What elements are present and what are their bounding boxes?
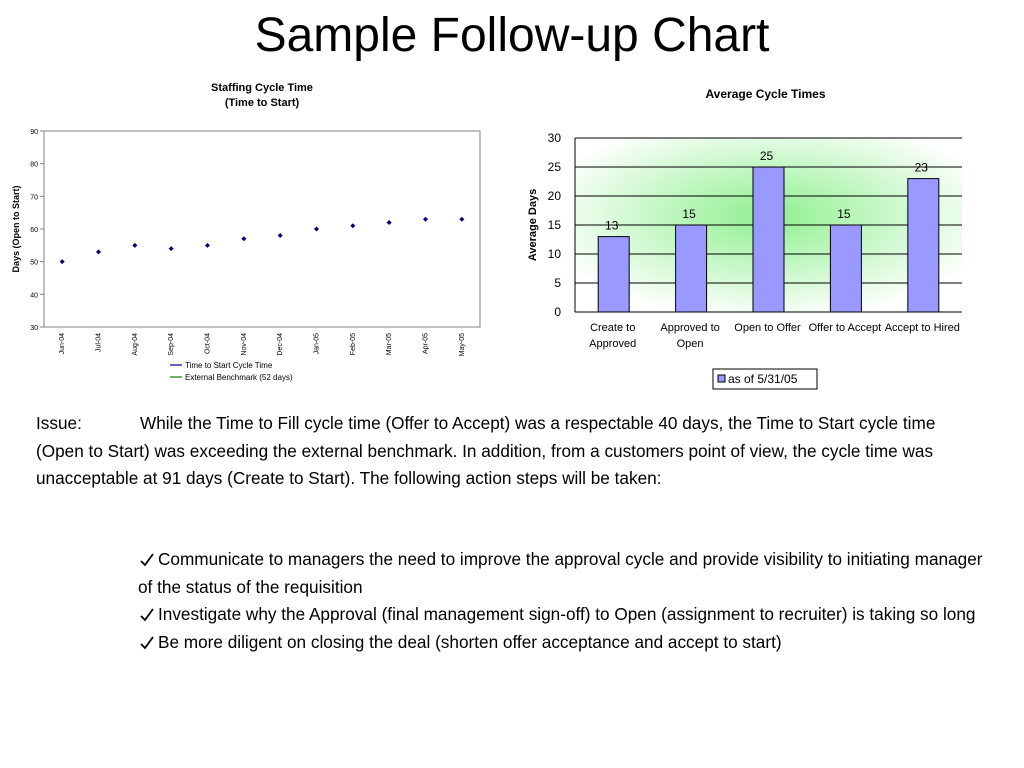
y-tick-label: 20 [548,189,562,203]
x-tick-label-box: Approved to Open [660,322,720,350]
x-tick-label-box: Open to Offer [734,322,801,334]
x-tick-label: Jan-05 [314,333,321,355]
slide-title: Sample Follow-up Chart [254,9,770,62]
data-label: 15 [837,207,851,221]
y-tick-label: 60 [30,227,38,234]
point-marker [386,219,392,225]
data-label: 23 [915,161,929,175]
point-marker [459,216,465,222]
issue-label: Issue: [36,413,82,433]
x-tick-label: Sep-04 [168,333,175,356]
issue-text: While the Time to Fill cycle time (Offer… [36,413,936,488]
action-text: Investigate why the Approval (final mana… [158,604,976,624]
x-tick-label: Create to Approved [589,322,637,350]
y-tick-label: 50 [30,260,38,267]
y-axis-label: Days (Open to Start) [11,185,21,272]
y-tick-label: 40 [30,292,38,299]
x-tick-label: Accept to Hired [884,322,960,334]
bar [907,178,940,313]
bar [829,224,862,313]
legend-box [712,368,818,390]
point-marker [96,249,101,255]
action-text: Be more diligent on closing the deal (sh… [158,631,782,652]
x-tick-label: Offer to Accept [808,322,882,334]
x-tick-label: Feb-05 [350,333,357,355]
chart-title: Staffing Cycle Time [211,82,313,94]
action-text: Communicate to managers the need to impr… [138,549,983,597]
x-tick-label: Approved to Open [660,322,720,350]
legend-label: as of 5/31/05 [728,372,798,386]
x-tick-label-box: Offer to Accept [808,322,882,334]
check-icon [140,553,154,567]
y-tick-label: 15 [548,218,562,232]
check-mark [140,635,154,649]
y-tick-label: 0 [554,305,561,319]
chart-title: Average Cycle Times [705,87,825,101]
check-icon [140,608,154,622]
x-tick-label-box: Create to Approved [589,322,637,350]
point-marker [132,242,138,248]
y-tick-label: 70 [30,194,38,201]
y-tick-label: 30 [30,325,38,332]
bar [752,166,785,313]
data-label: 25 [760,149,774,163]
charts: Staffing Cycle Time (Time to Start) Days (… [11,82,962,390]
point-marker [241,236,247,242]
y-tick-label: 90 [30,129,38,136]
plot-area [43,130,481,328]
x-tick-label: Dec-04 [277,333,284,356]
check-mark [140,553,154,567]
action-item: Be more diligent on closing the deal (sh… [138,629,988,657]
action-list: Communicate to managers the need to impr… [138,546,988,656]
y-tick-label: 80 [30,162,38,169]
x-tick-label: Aug-04 [132,333,139,356]
x-tick-label: Oct-04 [205,333,212,354]
data-label: 13 [605,219,619,233]
x-tick-label-box: Accept to Hired [884,322,960,334]
bar [597,236,630,313]
x-tick-label: May-05 [459,333,466,356]
point-marker [423,216,428,222]
legend-swatch [717,374,726,383]
bar [675,224,708,313]
check-icon [140,635,154,649]
issue-paragraph: Issue: While the Time to Fill cycle time … [36,410,986,493]
point-marker [314,226,319,232]
point-marker [59,259,65,265]
x-tick-label: Apr-05 [423,333,430,354]
action-item: Investigate why the Approval (final mana… [138,601,988,629]
chart-subtitle: (Time to Start) [225,97,300,109]
point-marker [168,246,174,252]
x-tick-label: Jul-04 [96,333,103,352]
legend-label: Time to Start Cycle Time [185,361,273,370]
x-tick-label: Open to Offer [734,322,801,334]
check-mark [140,608,154,622]
y-tick-label: 30 [548,131,562,145]
x-tick-label: Jun-04 [59,333,66,355]
y-tick-label: 10 [548,247,562,261]
action-item: Communicate to managers the need to impr… [138,546,988,601]
x-tick-label: Nov-04 [241,333,248,356]
data-label: 15 [682,207,696,221]
x-tick-label: Mar-05 [386,333,393,355]
legend-label: External Benchmark (52 days) [185,373,293,382]
point-marker [205,242,210,248]
y-tick-label: 5 [554,276,561,290]
y-axis-label: Average Days [527,189,539,261]
point-marker [277,233,283,239]
y-tick-label: 25 [548,160,562,174]
point-marker [350,223,356,229]
